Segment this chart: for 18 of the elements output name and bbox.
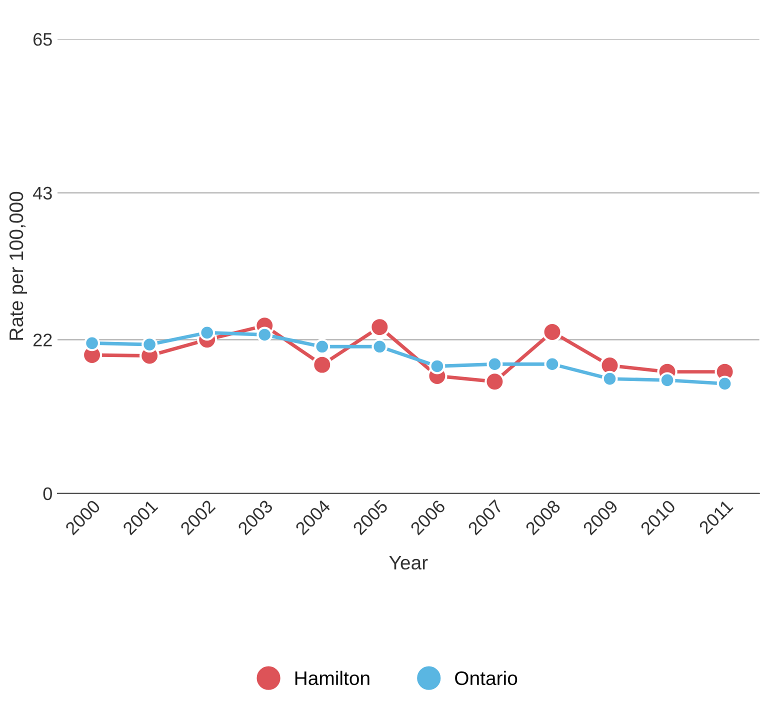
point [716,376,733,392]
point [84,335,100,352]
point [312,354,332,375]
legend-label: Ontario [455,670,518,686]
y-tick-label: 0 [43,487,52,500]
point [429,358,446,374]
y-tick-label: 22 [33,334,52,346]
point [199,324,216,341]
y-axis-title: Rate per 100,000 [9,192,28,340]
y-tick-label: 43 [32,186,52,200]
point [142,336,158,353]
y-tick-label: 65 [34,32,52,46]
legend-label: Hamilton [295,670,370,686]
point [256,326,273,343]
point [659,372,676,388]
point [484,372,505,392]
point [602,370,618,387]
x-axis-title: Year [389,556,428,570]
